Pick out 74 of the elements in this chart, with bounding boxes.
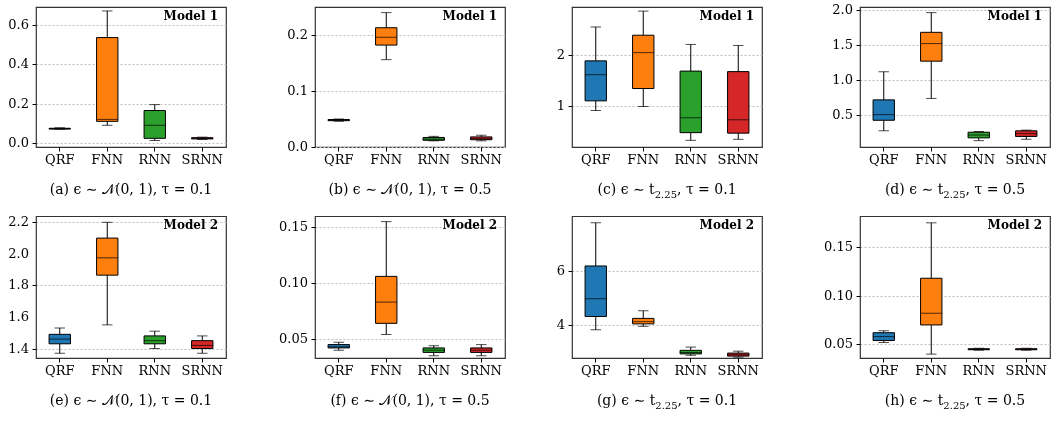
annotation: Model 2	[699, 218, 754, 232]
annotation: Model 1	[163, 9, 218, 23]
y-tick-label: 1.5	[832, 36, 853, 52]
x-tick-label: QRF	[45, 362, 75, 378]
y-tick-label: 1.6	[8, 308, 29, 324]
y-tick-label: 0.1	[287, 83, 308, 98]
annotation: Model 2	[987, 218, 1042, 232]
y-tick-label: 0.10	[279, 275, 308, 291]
y-tick-label: 1.0	[832, 72, 853, 88]
text: (g) ϵ ∼ t$_{2.25}$, τ = 0.1	[595, 392, 739, 411]
x-tick-label: SRNN	[1005, 151, 1047, 167]
x-tick-label: QRF	[869, 362, 899, 378]
x-tick-label: QRF	[324, 362, 354, 378]
x-tick-label: QRF	[581, 362, 611, 378]
y-tick-label: 0.10	[824, 287, 853, 303]
y-tick-label: 0.05	[279, 330, 308, 346]
x-tick-label: FNN	[370, 151, 403, 167]
text: (h) ϵ ∼ t$_{2.25}$, τ = 0.5	[883, 392, 1027, 411]
text: (d) ϵ ∼ t$_{2.25}$, τ = 0.5	[883, 181, 1027, 200]
annotation: Model 1	[699, 9, 754, 23]
y-tick-label: 1	[556, 97, 565, 113]
y-tick-label: 0.4	[8, 56, 29, 72]
x-tick-label: SRNN	[181, 151, 223, 167]
x-tick-label: RNN	[674, 362, 708, 378]
y-tick-label: 0.0	[287, 139, 308, 154]
x-tick-label: QRF	[869, 151, 899, 167]
text: (b) ϵ ∼ 𝒩(0, 1), τ = 0.5	[327, 181, 493, 198]
y-tick-label: 0.15	[279, 219, 308, 235]
x-tick-label: SRNN	[717, 151, 759, 167]
y-tick-label: 2	[556, 46, 565, 62]
x-tick-label: RNN	[962, 151, 996, 167]
x-tick-label: RNN	[417, 362, 451, 378]
y-tick-label: 0.5	[832, 107, 853, 123]
x-tick-label: QRF	[45, 151, 75, 167]
x-tick-label: SRNN	[460, 151, 502, 167]
y-tick-label: 0.0	[8, 135, 29, 151]
y-tick-label: 1.4	[8, 340, 29, 356]
y-tick-label: 2.0	[8, 245, 29, 261]
y-tick-label: 6	[556, 262, 565, 278]
x-tick-label: FNN	[370, 362, 403, 378]
x-tick-label: QRF	[581, 151, 611, 167]
text: (a) ϵ ∼ 𝒩(0, 1), τ = 0.1	[48, 181, 214, 198]
x-tick-label: FNN	[627, 151, 660, 167]
annotation: Model 1	[442, 9, 497, 23]
x-tick-label: FNN	[91, 151, 124, 167]
y-tick-label: 2.0	[832, 1, 853, 17]
y-tick-label: 0.15	[824, 239, 853, 255]
x-tick-label: RNN	[674, 151, 708, 167]
x-tick-label: FNN	[915, 362, 948, 378]
annotation: Model 2	[442, 218, 497, 232]
x-tick-label: FNN	[91, 362, 124, 378]
x-tick-label: RNN	[138, 151, 172, 167]
y-tick-label: 0.05	[824, 336, 853, 352]
y-tick-label: 0.6	[8, 16, 29, 32]
text: (e) ϵ ∼ 𝒩(0, 1), τ = 0.1	[48, 392, 214, 409]
annotation: Model 2	[163, 218, 218, 232]
x-tick-label: RNN	[417, 151, 451, 167]
x-tick-label: RNN	[962, 362, 996, 378]
text: (c) ϵ ∼ t$_{2.25}$, τ = 0.1	[596, 181, 738, 200]
x-tick-label: SRNN	[460, 362, 502, 378]
y-tick-label: 1.8	[8, 277, 29, 293]
y-tick-label: 4	[556, 317, 565, 333]
y-tick-label: 0.2	[8, 95, 29, 111]
x-tick-label: SRNN	[717, 362, 759, 378]
x-tick-label: FNN	[915, 151, 948, 167]
x-tick-label: SRNN	[1005, 362, 1047, 378]
x-tick-label: SRNN	[181, 362, 223, 378]
annotation: Model 1	[987, 9, 1042, 23]
x-tick-label: QRF	[324, 151, 354, 167]
x-tick-label: RNN	[138, 362, 172, 378]
y-tick-label: 2.2	[8, 214, 29, 230]
x-tick-label: FNN	[627, 362, 660, 378]
text: (f) ϵ ∼ 𝒩(0, 1), τ = 0.5	[329, 392, 491, 409]
y-tick-label: 0.2	[287, 27, 308, 42]
